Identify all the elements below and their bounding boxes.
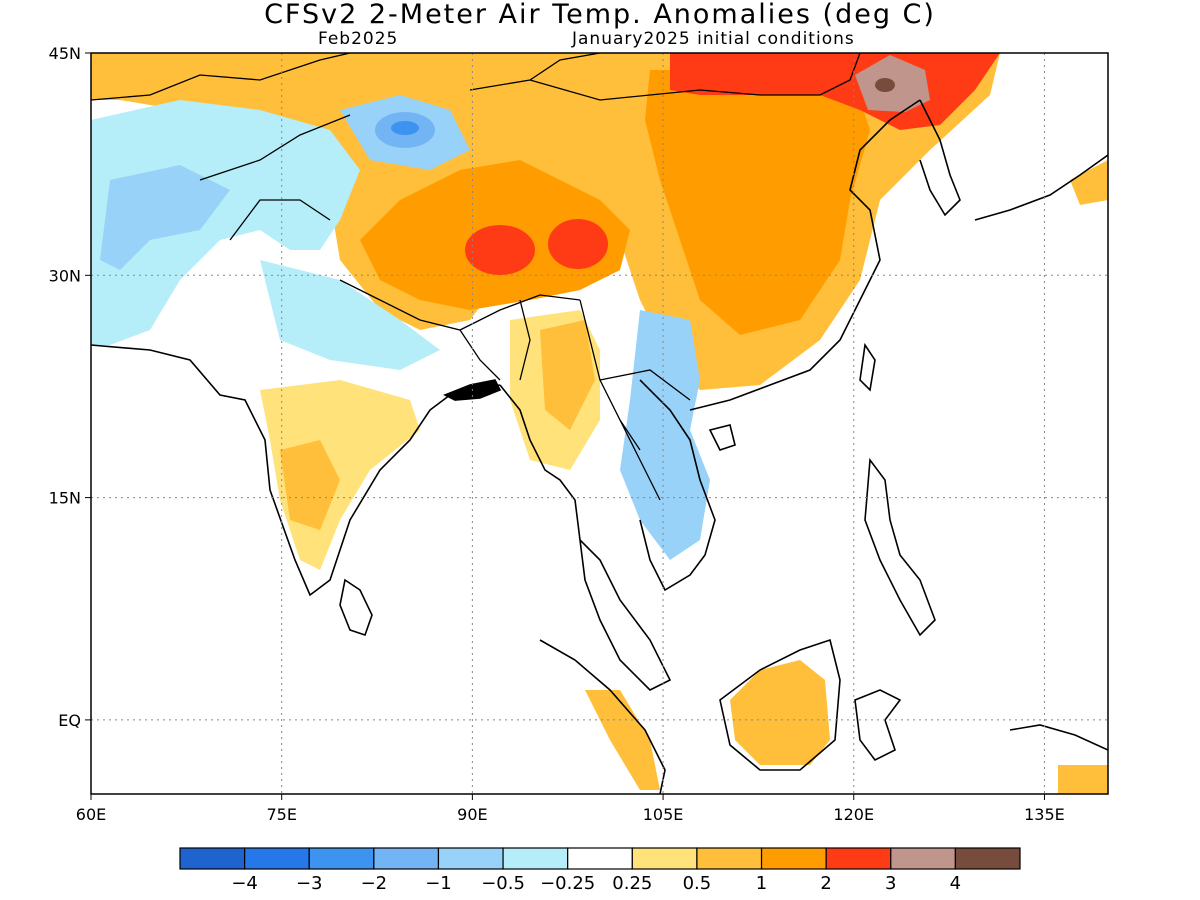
lon-tick-label: 90E: [457, 805, 487, 824]
colorbar-swatch: [696, 847, 763, 870]
colorbar-swatch: [373, 847, 440, 870]
colorbar-swatch: [825, 847, 892, 870]
chart-title: CFSv2 2-Meter Air Temp. Anomalies (deg C…: [264, 0, 936, 30]
coastline-layer: [91, 53, 1108, 794]
japan-warm: [1070, 160, 1108, 205]
colorbar-swatch: [890, 847, 956, 870]
philippines-coastline: [864, 457, 936, 637]
colorbar-swatch: [179, 847, 246, 870]
pakistan-cool: [100, 165, 230, 270]
korea-coastline: [919, 99, 961, 217]
anomaly-field-layer: [91, 53, 1108, 794]
colorbar-label: −0.5: [481, 873, 525, 894]
colorbar-swatch: [502, 847, 569, 870]
lon-tick-label: 120E: [833, 805, 874, 824]
sumatra-warm: [585, 690, 660, 790]
latitude-axis: 45N 30N 15N EQ: [49, 44, 91, 730]
lon-tick-label: 105E: [643, 805, 684, 824]
china-warm: [645, 70, 870, 335]
colorbar-label: −2: [361, 873, 388, 894]
lat-tick-label: 30N: [49, 266, 81, 285]
colorbar-label: −0.25: [540, 873, 595, 894]
lat-tick-label: 15N: [49, 489, 81, 508]
srilanka-coastline: [339, 578, 373, 637]
forecast-month-label: Feb2025: [318, 29, 399, 49]
colorbar-swatch: [437, 847, 504, 870]
lat-tick-label: EQ: [58, 711, 81, 730]
sumatra-coastline: [539, 639, 666, 794]
manchuria-extreme: [875, 78, 895, 92]
colorbar-label: 3: [885, 873, 896, 894]
afghanistan-cool: [91, 100, 360, 345]
hainan-coastline: [708, 424, 736, 451]
lon-tick-label: 60E: [76, 805, 106, 824]
colorbar-swatch: [308, 847, 375, 870]
longitude-axis: 60E 75E 90E 105E 120E 135E: [76, 794, 1065, 824]
colorbar-label: 0.25: [612, 873, 652, 894]
colorbar-label: 1: [756, 873, 767, 894]
colorbar: −4 −3 −2 −1 −0.5 −0.25 0.25 0.5 1 2 3 4: [179, 847, 1021, 894]
taiwan-coastline: [859, 342, 876, 392]
colorbar-label: −3: [296, 873, 323, 894]
himalaya-cool: [260, 260, 440, 370]
colorbar-swatch: [244, 847, 310, 870]
indochina-cool: [620, 310, 710, 560]
graticule: [91, 53, 1108, 794]
lon-tick-label: 75E: [266, 805, 296, 824]
indochina-coastline: [499, 384, 672, 691]
colorbar-label: −1: [425, 873, 452, 894]
lat-tick-label: 45N: [49, 44, 81, 63]
colorbar-swatch: [567, 847, 633, 870]
china-coastline: [689, 99, 921, 411]
newguinea-coastline: [1009, 724, 1108, 751]
colorbar-swatch: [760, 847, 827, 870]
sulawesi-coastline: [854, 689, 902, 762]
border-lines: [91, 53, 861, 501]
lon-tick-label: 135E: [1024, 805, 1065, 824]
map-plot-area: [91, 53, 1108, 794]
japan-coastline: [974, 154, 1108, 221]
map-frame: [90, 52, 1109, 795]
tajik-cold: [391, 121, 419, 135]
borneo-warm: [730, 660, 830, 765]
vietnam-coastline: [639, 379, 716, 592]
colorbar-label: −4: [231, 873, 258, 894]
colorbar-swatch: [631, 847, 698, 870]
colorbar-label: 0.5: [683, 873, 712, 894]
tibet-hotspot: [548, 219, 608, 269]
initial-conditions-label: January2025 initial conditions: [572, 29, 855, 49]
borneo-coastline: [719, 638, 841, 771]
tibet-hotspot: [465, 225, 535, 275]
myanmar-warm-2: [540, 320, 595, 430]
colorbar-label: 4: [950, 873, 961, 894]
colorbar-swatch: [954, 847, 1021, 870]
india-warm-2: [280, 440, 340, 530]
colorbar-label: 2: [820, 873, 831, 894]
india-coastline: [91, 344, 501, 597]
newguinea-warm: [1058, 765, 1108, 794]
